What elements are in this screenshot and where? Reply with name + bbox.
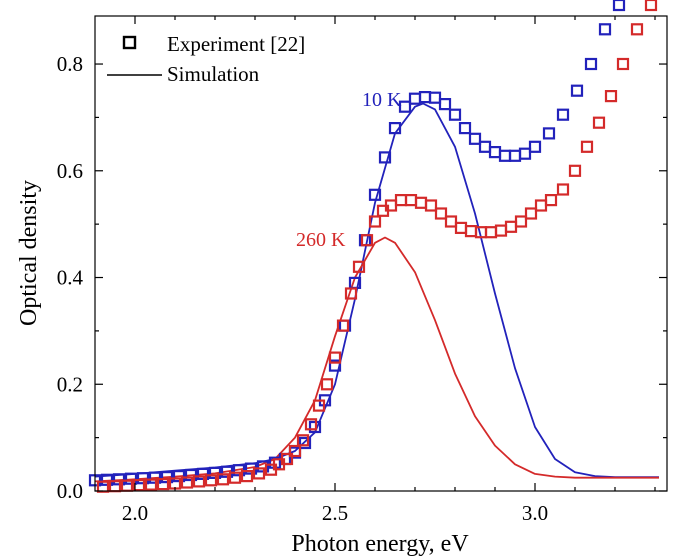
experiment-point-260k xyxy=(336,319,350,332)
experiment-point-260k xyxy=(240,470,254,483)
experiment-point-260k xyxy=(304,418,318,431)
axes: 2.0 2.5 3.0 0.0 0.2 0.4 0.6 0.8 xyxy=(57,16,667,525)
experiment-point-260k xyxy=(320,378,334,391)
experiment-point-260k xyxy=(544,194,558,207)
y-tick-label: 0.4 xyxy=(57,266,84,290)
experiment-point-260k xyxy=(424,199,438,212)
experiment-point-260k xyxy=(454,221,468,234)
experiment-point-260k xyxy=(556,183,570,196)
experiment-point-10k xyxy=(570,84,584,97)
simulation-line-260k xyxy=(94,236,659,483)
experiment-point-10k xyxy=(458,121,472,135)
legend-square-marker xyxy=(122,35,137,50)
experiment-point-10k xyxy=(298,436,312,450)
plot-frame xyxy=(94,15,668,492)
experiment-point-260k xyxy=(464,225,478,238)
experiment-point-260k xyxy=(204,474,218,487)
experiment-point-260k xyxy=(360,234,374,247)
experiment-point-260k xyxy=(514,215,528,228)
experiment-point-260k xyxy=(534,199,548,212)
experiment-point-260k xyxy=(96,480,110,493)
experiment-point-10k xyxy=(542,127,556,140)
experiment-point-10k xyxy=(598,23,612,36)
experiment-point-10k xyxy=(388,121,402,135)
y-tick-label: 0.2 xyxy=(57,372,83,396)
x-tick-label: 2.0 xyxy=(122,501,148,525)
experiment-point-260k xyxy=(228,471,242,484)
experiment-point-260k xyxy=(434,207,448,220)
experiment-point-10k xyxy=(508,149,522,162)
experiment-point-10k xyxy=(584,57,598,71)
experiment-point-10k xyxy=(528,140,542,153)
experiment-point-260k xyxy=(504,220,518,233)
experiment-point-260k xyxy=(494,224,508,237)
y-tick-label: 0.0 xyxy=(57,479,83,503)
experiment-point-260k xyxy=(394,194,408,207)
experiment-point-260k xyxy=(252,467,266,480)
legend-label-simulation: Simulation xyxy=(167,62,260,86)
annotation-260k: 260 K xyxy=(296,229,346,251)
y-tick-label: 0.8 xyxy=(57,52,83,76)
experiment-point-260k xyxy=(352,260,366,273)
experiment-point-260k xyxy=(444,215,458,228)
experiment-point-260k xyxy=(524,207,538,220)
x-tick-label: 2.5 xyxy=(322,501,348,525)
experiment-point-260k xyxy=(328,351,342,364)
experiment-point-260k xyxy=(132,479,146,492)
annotation-10k: 10 K xyxy=(362,89,402,111)
experiment-point-260k xyxy=(312,399,326,412)
experiment-point-10k xyxy=(428,91,442,104)
experiment-point-260k xyxy=(156,478,170,491)
experiment-point-10k xyxy=(328,359,342,372)
experiment-point-260k xyxy=(288,444,302,458)
experiment-point-10k xyxy=(518,147,532,160)
experiment-point-260k xyxy=(216,473,230,486)
x-axis-title: Photon energy, eV xyxy=(291,531,469,556)
experiment-point-10k xyxy=(418,90,432,104)
experiment-point-260k xyxy=(630,23,644,36)
experiment-point-10k xyxy=(612,0,626,12)
plot-marks xyxy=(88,0,659,493)
experiment-point-10k xyxy=(468,132,482,145)
experiment-point-260k xyxy=(368,215,382,228)
experiment-point-260k xyxy=(192,475,206,488)
experiment-point-260k xyxy=(144,478,158,491)
experiment-point-10k xyxy=(478,140,492,153)
experiment-point-260k xyxy=(484,226,498,239)
experiment-point-260k xyxy=(592,116,606,129)
experiment-point-10k xyxy=(488,146,502,159)
simulation-line-10k xyxy=(94,102,659,479)
experiment-point-260k xyxy=(568,164,582,177)
experiment-point-260k xyxy=(280,452,294,466)
experiment-point-260k xyxy=(404,194,418,207)
experiment-point-260k xyxy=(180,476,194,489)
experiment-point-10k xyxy=(398,100,412,113)
experiment-point-260k xyxy=(296,434,310,447)
experiment-point-260k xyxy=(414,196,428,209)
y-tick-label: 0.6 xyxy=(57,159,83,183)
experiment-point-260k xyxy=(616,57,630,71)
x-tick-label: 3.0 xyxy=(522,501,548,525)
legend-label-experiment: Experiment [22] xyxy=(167,32,305,56)
experiment-point-260k xyxy=(344,287,358,300)
y-axis-title: Optical density xyxy=(16,180,42,326)
experiment-point-260k xyxy=(604,89,618,103)
experiment-point-10k xyxy=(556,108,570,121)
experiment-point-10k xyxy=(378,151,392,164)
experiment-point-260k xyxy=(644,0,658,12)
experiment-point-260k xyxy=(580,140,594,153)
legend: Experiment [22] Simulation xyxy=(107,32,305,86)
experiment-point-10k xyxy=(438,97,452,111)
experiment-point-10k xyxy=(498,149,512,162)
experiment-point-10k xyxy=(448,108,462,121)
experiment-point-10k xyxy=(408,92,422,105)
experiment-point-10k xyxy=(368,188,382,201)
